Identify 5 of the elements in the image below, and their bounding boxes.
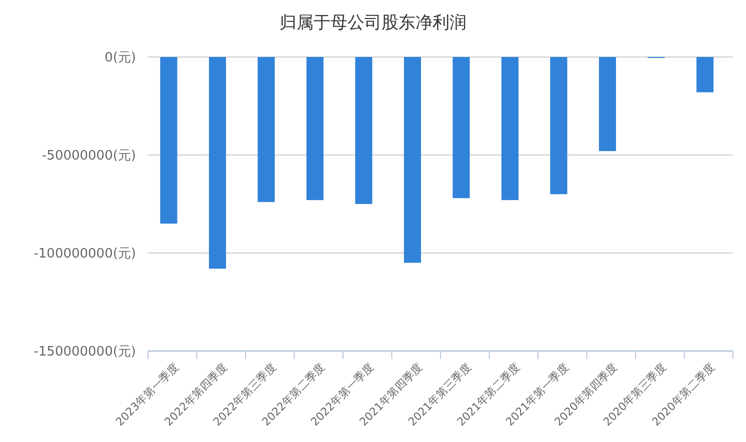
chart-title: 归属于母公司股东净利润 — [280, 13, 466, 33]
y-tick-label: 0(元) — [104, 50, 136, 66]
y-tick-label: -50000000(元) — [42, 148, 136, 164]
y-tick-label: -150000000(元) — [34, 344, 136, 360]
y-tick-label: -100000000(元) — [34, 246, 136, 262]
